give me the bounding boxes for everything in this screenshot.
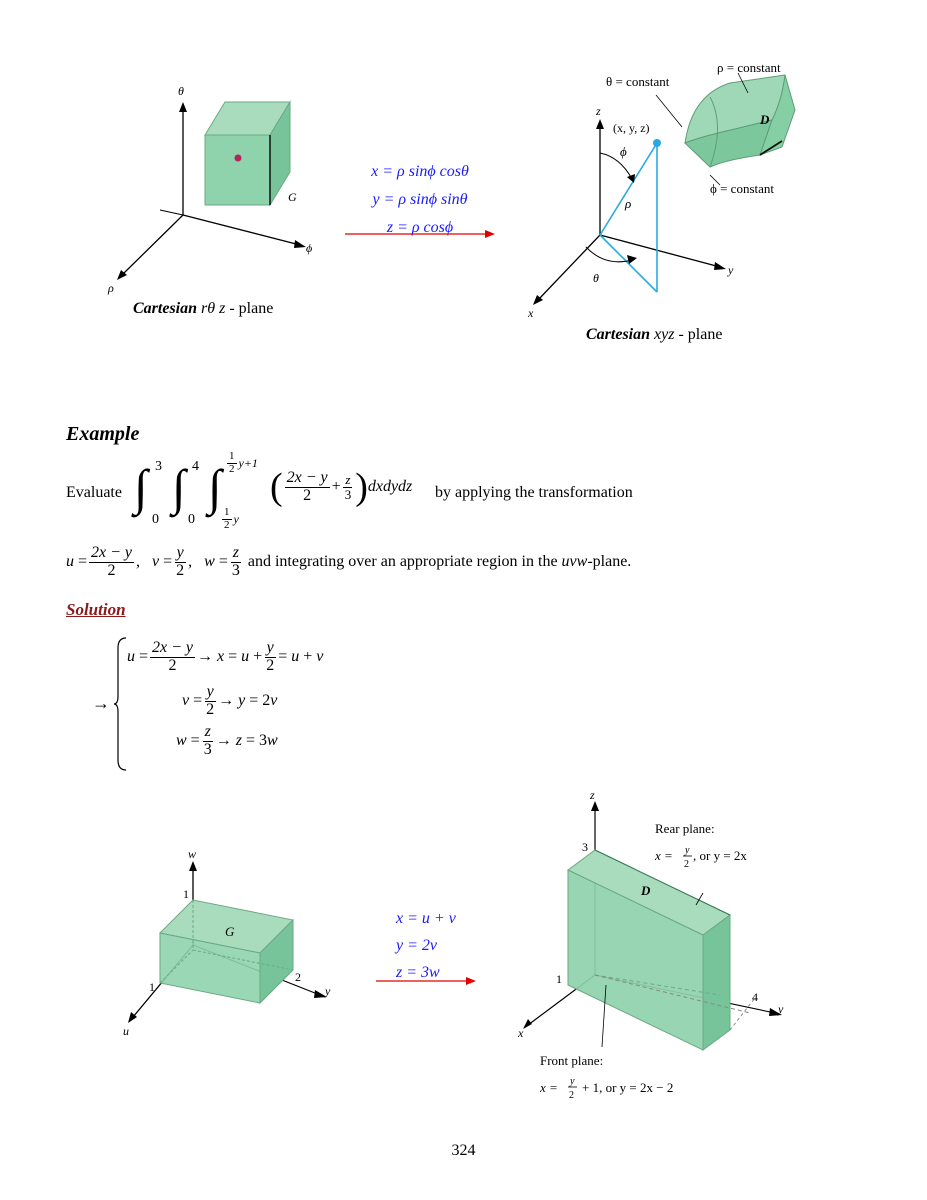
fig2-left-axis-u: u bbox=[123, 1024, 129, 1038]
left-caption-tail: - plane bbox=[225, 300, 274, 317]
integrating-text: and integrating over an appropriate regi… bbox=[247, 553, 558, 571]
integrand-differentials: dxdydz bbox=[367, 478, 413, 495]
left-axis-theta: θ bbox=[178, 84, 184, 98]
uvw-word: uvw bbox=[561, 553, 588, 571]
transform-1-line-1: x = ρ sinϕ cosθ bbox=[371, 163, 469, 180]
front-plane-x: x = bbox=[539, 1080, 558, 1095]
right-axis-z: z bbox=[595, 104, 601, 118]
evaluate-word: Evaluate bbox=[66, 484, 122, 501]
fig2-right-four: 4 bbox=[752, 990, 758, 1004]
fig2-right-three: 3 bbox=[582, 840, 588, 854]
fig2-left-one-w: 1 bbox=[183, 887, 189, 901]
rear-plane-frac-den: 2 bbox=[684, 859, 689, 870]
fig2-left-axis-y: y bbox=[324, 984, 331, 998]
solution-heading: Solution bbox=[66, 600, 126, 619]
right-theta-label: θ bbox=[593, 271, 599, 285]
fig2-right-axis-z: z bbox=[589, 788, 595, 802]
theta-constant-label: θ = constant bbox=[606, 74, 670, 89]
limit-mid-bottom: 0 bbox=[188, 512, 195, 527]
fig2-left-G: G bbox=[225, 924, 235, 939]
integral-sign-middle: ∫ bbox=[172, 459, 186, 515]
right-caption: Cartesian xyz - plane bbox=[586, 326, 722, 344]
figure-1-left: θ ϕ ρ G bbox=[107, 84, 312, 295]
limit-outer-top: 3 bbox=[155, 459, 162, 474]
transform-2: x = u + v y = 2v z = 3w bbox=[396, 905, 456, 986]
rear-plane-eq: , or y = 2x bbox=[693, 848, 747, 863]
phi-constant-label: ϕ = constant bbox=[710, 181, 774, 196]
fig2-left-one-u: 1 bbox=[149, 980, 155, 994]
front-plane-frac-den: 2 bbox=[569, 1090, 574, 1100]
fig2-right-D: D bbox=[640, 883, 651, 898]
right-caption-tail: - plane bbox=[674, 326, 723, 343]
example-heading: Example bbox=[66, 423, 140, 445]
right-caption-rest: xyz bbox=[654, 326, 675, 343]
rho-constant-label: ρ = constant bbox=[717, 60, 781, 75]
front-plane-frac-num: y bbox=[569, 1076, 575, 1087]
transform-2-line-2: y = 2v bbox=[396, 937, 437, 954]
front-plane-title: Front plane: bbox=[540, 1053, 603, 1068]
left-caption-rest: rθ z bbox=[201, 300, 226, 317]
fig2-right-axis-x: x bbox=[517, 1026, 524, 1040]
figure-2-right: z y x 3 1 4 D Rear plane: x = y 2 , or y… bbox=[517, 788, 784, 1100]
right-rho-label: ρ bbox=[624, 196, 631, 211]
rear-plane-frac-num: y bbox=[684, 845, 690, 856]
left-box-label: G bbox=[288, 190, 297, 204]
limit-mid-top: 4 bbox=[192, 459, 199, 474]
fig2-right-one: 1 bbox=[556, 972, 562, 986]
figure-1-right: ρ = constant θ = constant ϕ = constant D… bbox=[527, 60, 796, 320]
transform-2-arrow bbox=[376, 977, 476, 985]
transform-1-line-3: z = ρ cosϕ bbox=[386, 219, 454, 236]
transform-1-arrow bbox=[345, 230, 495, 238]
left-axis-phi: ϕ bbox=[306, 241, 312, 255]
rear-plane-title: Rear plane: bbox=[655, 821, 715, 836]
limit-inner-top: 1 2 y+1 bbox=[227, 450, 258, 475]
left-caption: Cartesian rθ z - plane bbox=[133, 300, 273, 318]
page-number: 324 bbox=[451, 1142, 476, 1159]
solution-brace bbox=[114, 637, 127, 771]
fig2-left-axis-w: w bbox=[188, 847, 196, 861]
right-axis-y: y bbox=[727, 263, 734, 277]
transform-1: x = ρ sinϕ cosθ y = ρ sinϕ sinθ z = ρ co… bbox=[345, 158, 495, 242]
fig2-right-axis-y: y bbox=[777, 1002, 784, 1016]
front-plane-eq: + 1, or y = 2x − 2 bbox=[582, 1080, 673, 1095]
plane-word: -plane. bbox=[587, 553, 632, 571]
rear-plane-x: x = bbox=[654, 848, 673, 863]
left-caption-bold: Cartesian bbox=[133, 300, 198, 317]
by-applying-text: by applying the transformation bbox=[435, 484, 633, 501]
transform-1-line-2: y = ρ sinϕ sinθ bbox=[372, 191, 468, 208]
right-phi-label: ϕ bbox=[620, 144, 627, 159]
figure-2-left: w u y 1 1 2 G bbox=[123, 847, 331, 1038]
region-D-label: D bbox=[759, 112, 770, 127]
solution-arrow: → bbox=[92, 693, 110, 713]
transform-2-line-1: x = u + v bbox=[396, 910, 456, 927]
integral-sign-inner: ∫ bbox=[208, 459, 222, 515]
right-axis-x: x bbox=[527, 306, 534, 320]
fig2-left-two: 2 bbox=[295, 970, 301, 984]
transform-2-line-3: z = 3w bbox=[396, 964, 440, 981]
point-label: (x, y, z) bbox=[613, 121, 650, 135]
solution-eq-1: u = 2x − y 2 → x = u + y 2 = u + v bbox=[127, 639, 324, 674]
integral-sign-outer: ∫ bbox=[134, 459, 148, 515]
right-caption-bold: Cartesian bbox=[586, 326, 651, 343]
left-axis-rho: ρ bbox=[107, 281, 114, 295]
limit-outer-bottom: 0 bbox=[152, 512, 159, 527]
